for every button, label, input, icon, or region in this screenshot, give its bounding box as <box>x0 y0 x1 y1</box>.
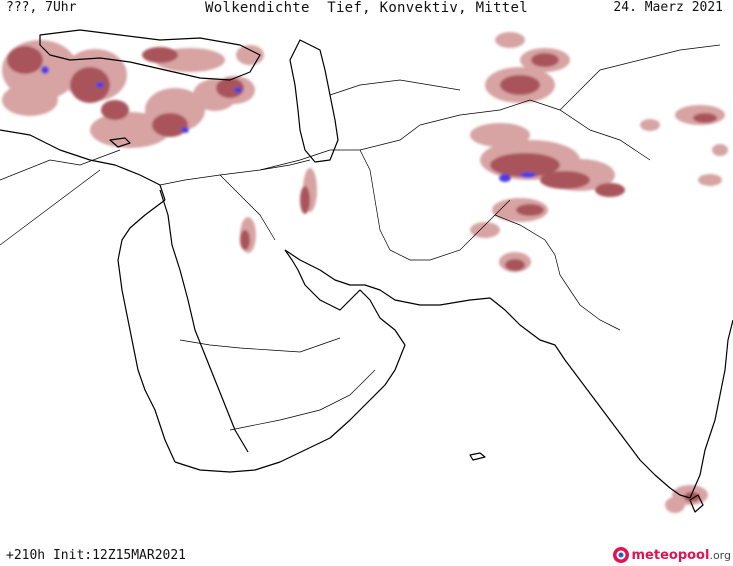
logo-tld: .org <box>709 548 731 562</box>
cloud-layer <box>2 32 728 513</box>
meteopool-logo-icon <box>612 547 629 563</box>
meteopool-logo[interactable]: meteopool.org <box>612 545 731 565</box>
forecast-run-info: +210h Init:12Z15MAR2021 <box>6 548 187 563</box>
map-title: Wolkendichte Tief, Konvektiv, Mittel <box>205 0 528 16</box>
borders-layer <box>0 44 721 431</box>
cloud-density-map <box>0 29 733 513</box>
forecast-time-label: ???, 7Uhr <box>6 0 77 15</box>
coastline-layer <box>0 29 733 513</box>
logo-name: meteopool <box>631 547 710 563</box>
forecast-date: 24. Maerz 2021 <box>613 0 723 15</box>
